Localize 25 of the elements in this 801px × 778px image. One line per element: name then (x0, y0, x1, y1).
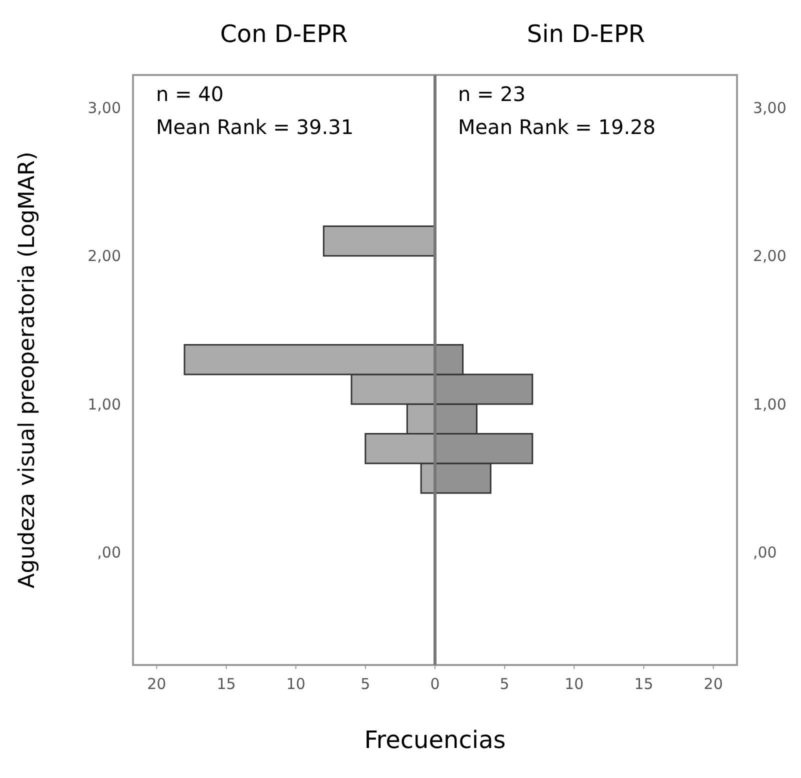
y-tick-label: 3,00 (88, 98, 121, 117)
y-axis-title: Agudeza visual preoperatoria (LogMAR) (15, 152, 40, 588)
y-tick-label: 1,00 (88, 395, 121, 414)
annotation: n = 40 (156, 82, 224, 106)
x-tick-label: 10 (564, 675, 584, 693)
y-tick-label: ,00 (753, 544, 777, 562)
y-tick-label: 2,00 (88, 247, 121, 266)
y-tick-label: 1,00 (753, 395, 786, 414)
x-tick-label: 5 (360, 675, 370, 693)
x-tick-label: 20 (147, 675, 166, 693)
x-tick-label: 5 (500, 675, 510, 693)
x-tick-label: 15 (634, 675, 654, 693)
annotation: Mean Rank = 39.31 (156, 115, 354, 139)
y-tick-label: ,00 (97, 544, 121, 562)
x-tick-label: 20 (704, 675, 723, 693)
y-tick-label: 2,00 (753, 247, 786, 266)
x-tick-label: 10 (286, 675, 306, 693)
x-tick-label: 0 (430, 675, 440, 693)
annotation: Mean Rank = 19.28 (458, 115, 656, 139)
chart-title: Con D-EPR (220, 20, 348, 48)
x-axis-title: Frecuencias (364, 726, 506, 754)
y-tick-label: 3,00 (753, 98, 786, 117)
annotation: n = 23 (458, 82, 526, 106)
x-tick-label: 15 (216, 675, 236, 693)
chart-title: Sin D-EPR (526, 20, 646, 48)
